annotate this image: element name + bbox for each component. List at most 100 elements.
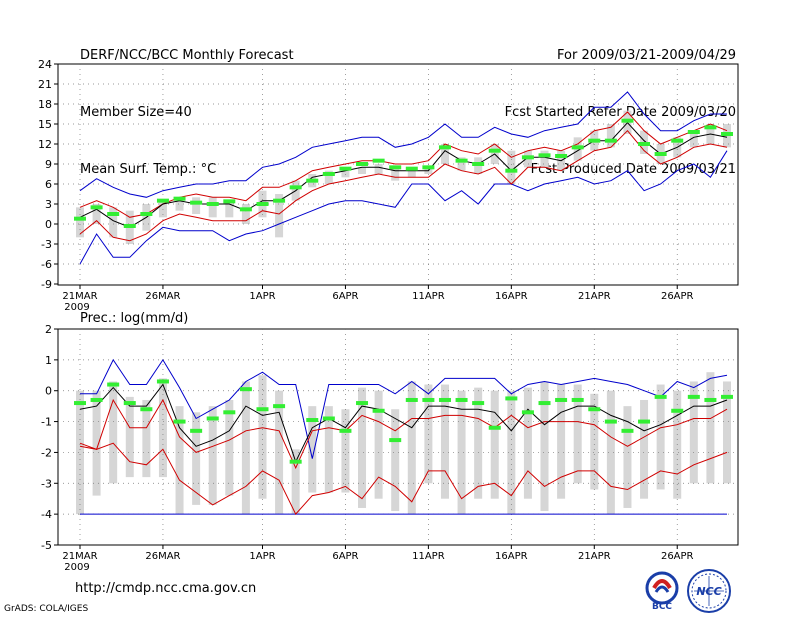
temp-box xyxy=(208,197,217,218)
prec-box xyxy=(490,390,499,499)
prec-box xyxy=(109,381,118,484)
temp-median-mark xyxy=(538,153,551,158)
temp-xtick-sublabel: 2009 xyxy=(64,302,89,313)
temp-ytick-label: 9 xyxy=(45,158,52,171)
temp-box xyxy=(241,204,250,224)
prec-box xyxy=(391,409,400,512)
temp-median-mark xyxy=(422,165,435,170)
temp-median-mark xyxy=(256,202,269,206)
prec-median-mark xyxy=(571,397,584,402)
header-left: DERF/NCC/BCC Monthly Forecast Member Siz… xyxy=(80,8,294,198)
temp-median-mark xyxy=(389,165,402,170)
temp-xtick-label: 16APR xyxy=(495,291,528,302)
prec-max-line xyxy=(80,358,728,459)
temp-median-mark xyxy=(239,207,252,212)
prec-box xyxy=(606,390,615,515)
temp-median-mark xyxy=(306,178,319,183)
temp-median-mark xyxy=(704,125,717,130)
temp-frame xyxy=(57,63,739,286)
temp-ytick-label: 18 xyxy=(38,98,52,111)
temp-p10-line xyxy=(79,129,728,242)
temp-median-mark xyxy=(571,145,584,150)
prec-median-mark xyxy=(721,394,733,399)
prec-xtick-label: 6APR xyxy=(332,551,358,562)
prec-ytick-label: 2 xyxy=(45,323,52,336)
prec-median-mark xyxy=(90,397,103,402)
prec-median-mark xyxy=(405,397,418,402)
prec-box xyxy=(92,390,101,496)
temp-median-mark xyxy=(455,158,468,163)
site-url[interactable]: http://cmdp.ncc.cma.gov.cn xyxy=(75,581,257,596)
prec-median-mark xyxy=(339,428,352,433)
temp-median-mark xyxy=(654,152,667,156)
temp-xtick-label: 26MAR xyxy=(145,291,180,302)
temp-median-mark xyxy=(289,185,302,190)
prec-xtick-label: 21APR xyxy=(578,551,611,562)
temp-ytick-label: 3 xyxy=(45,198,52,211)
temp-median-mark xyxy=(356,162,369,166)
prec-box xyxy=(457,390,466,515)
prec-box xyxy=(590,393,599,490)
temp-box xyxy=(192,197,201,214)
prec-ytick-label: -3 xyxy=(41,477,52,490)
temp-median-mark xyxy=(604,138,617,143)
temp-median-mark xyxy=(123,224,136,228)
temp-median-mark xyxy=(190,200,203,205)
temp-median-mark xyxy=(687,130,700,134)
temp-box xyxy=(92,204,101,224)
temp-box xyxy=(358,167,367,174)
prec-median-mark xyxy=(505,396,518,401)
prec-ytick-label: -1 xyxy=(41,416,52,429)
temp-xtick-label: 1APR xyxy=(249,291,275,302)
prec-median-mark xyxy=(555,397,568,402)
prec-box xyxy=(208,406,217,505)
prec-median-mark xyxy=(455,397,468,402)
prec-xtick-label: 11APR xyxy=(412,551,445,562)
prec-box xyxy=(573,384,582,484)
ncc-logo-text: NCC xyxy=(696,585,721,598)
temp-box xyxy=(76,207,84,238)
prec-box xyxy=(557,384,566,499)
prec-frame xyxy=(57,328,739,546)
prec-median-mark xyxy=(223,410,236,415)
temp-box xyxy=(457,157,466,171)
prec-box xyxy=(540,381,549,512)
temp-ytick-label: 6 xyxy=(45,178,52,191)
prec-box xyxy=(241,381,250,515)
temp-ytick-label: -3 xyxy=(41,238,52,251)
prec-median-mark xyxy=(422,397,435,402)
prec-xtick-label: 1APR xyxy=(249,551,275,562)
prec-box xyxy=(324,406,333,493)
prec-box xyxy=(258,375,267,499)
prec-median-mark xyxy=(140,407,153,412)
temp-median-mark xyxy=(74,216,86,221)
temp-box xyxy=(540,150,549,168)
temp-xtick-label: 11APR xyxy=(412,291,445,302)
prec-median-mark xyxy=(621,428,634,433)
prec-box xyxy=(341,409,350,493)
prec-median-mark xyxy=(256,407,269,412)
prec-ytick-label: 1 xyxy=(45,354,52,367)
temp-median-mark xyxy=(273,198,286,203)
prec-box xyxy=(440,384,449,499)
prec-p10-line xyxy=(79,398,728,470)
temp-median-mark xyxy=(521,155,534,160)
temp-ytick-label: -9 xyxy=(41,278,52,291)
prec-median-mark xyxy=(521,410,534,415)
prec-median-mark xyxy=(604,419,617,424)
prec-median-mark xyxy=(488,425,501,430)
temp-median-mark xyxy=(721,132,733,136)
prec-box xyxy=(158,378,167,478)
prec-box xyxy=(358,387,367,508)
prec-median-mark xyxy=(190,428,203,433)
prec-box xyxy=(76,390,84,515)
temp-median-mark xyxy=(488,148,501,153)
temp-max-line xyxy=(79,91,727,198)
prec-median-mark xyxy=(306,418,319,423)
temp-ytick-label: 24 xyxy=(38,58,52,71)
temp-box xyxy=(391,167,400,181)
temp-median-mark xyxy=(339,166,352,171)
temp-median-mark xyxy=(90,205,103,210)
grads-credit: GrADS: COLA/IGES xyxy=(4,604,89,614)
prec-box xyxy=(407,381,416,515)
